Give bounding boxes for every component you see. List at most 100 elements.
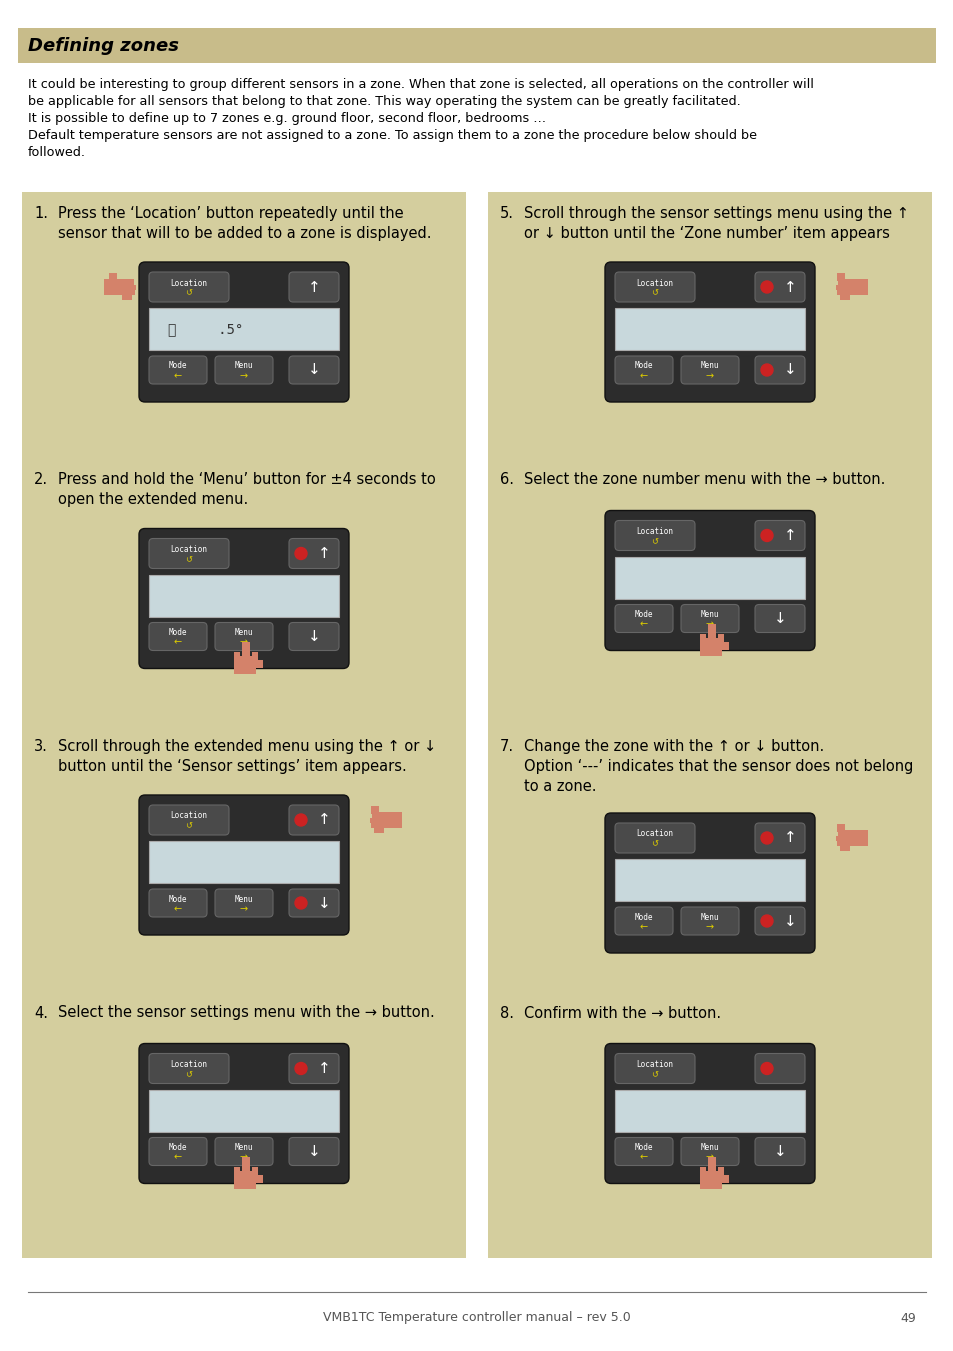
Text: Mode: Mode bbox=[634, 1143, 653, 1152]
Text: ←: ← bbox=[173, 904, 182, 915]
Text: ↑: ↑ bbox=[317, 812, 330, 828]
Bar bbox=[835, 285, 849, 290]
FancyBboxPatch shape bbox=[149, 889, 207, 917]
Text: It could be interesting to group different sensors in a zone. When that zone is : It could be interesting to group differe… bbox=[28, 78, 813, 91]
Text: →: → bbox=[240, 638, 248, 647]
FancyBboxPatch shape bbox=[754, 520, 804, 550]
FancyBboxPatch shape bbox=[214, 1138, 273, 1166]
FancyBboxPatch shape bbox=[615, 907, 672, 935]
Bar bbox=[615, 859, 804, 901]
Bar bbox=[371, 823, 384, 828]
Text: Menu: Menu bbox=[700, 912, 719, 921]
FancyBboxPatch shape bbox=[615, 520, 695, 550]
Text: Mode: Mode bbox=[634, 912, 653, 921]
Bar bbox=[252, 1166, 257, 1177]
Bar bbox=[122, 295, 132, 300]
Text: Location: Location bbox=[636, 1061, 673, 1069]
Bar bbox=[836, 290, 849, 295]
Text: Confirm with the → button.: Confirm with the → button. bbox=[523, 1005, 720, 1020]
Text: ↑: ↑ bbox=[317, 546, 330, 561]
Text: ↺: ↺ bbox=[651, 536, 658, 546]
FancyBboxPatch shape bbox=[604, 1043, 814, 1183]
Text: ↺: ↺ bbox=[185, 555, 193, 563]
Circle shape bbox=[760, 832, 772, 844]
FancyBboxPatch shape bbox=[149, 805, 229, 835]
FancyBboxPatch shape bbox=[615, 357, 672, 384]
FancyBboxPatch shape bbox=[289, 1054, 338, 1084]
FancyBboxPatch shape bbox=[754, 357, 804, 384]
Text: Default temperature sensors are not assigned to a zone. To assign them to a zone: Default temperature sensors are not assi… bbox=[28, 128, 757, 142]
Text: 7.: 7. bbox=[499, 739, 514, 754]
Bar bbox=[836, 273, 844, 281]
Text: ↑: ↑ bbox=[317, 1061, 330, 1075]
Text: ↑: ↑ bbox=[782, 280, 796, 295]
Bar bbox=[254, 1174, 263, 1182]
Text: Menu: Menu bbox=[700, 362, 719, 370]
FancyBboxPatch shape bbox=[615, 272, 695, 303]
Text: Mode: Mode bbox=[169, 628, 187, 638]
Bar bbox=[233, 651, 240, 662]
FancyBboxPatch shape bbox=[615, 1138, 672, 1166]
Text: Location: Location bbox=[171, 544, 208, 554]
Text: ←: ← bbox=[173, 1152, 182, 1162]
Bar bbox=[18, 28, 935, 63]
FancyBboxPatch shape bbox=[754, 907, 804, 935]
Text: ↺: ↺ bbox=[185, 1070, 193, 1079]
Text: followed.: followed. bbox=[28, 146, 86, 159]
Text: Location: Location bbox=[636, 830, 673, 839]
Text: Menu: Menu bbox=[234, 628, 253, 638]
Bar bbox=[835, 836, 849, 842]
FancyBboxPatch shape bbox=[214, 357, 273, 384]
FancyBboxPatch shape bbox=[149, 623, 207, 650]
FancyBboxPatch shape bbox=[139, 1043, 349, 1183]
Bar bbox=[700, 1170, 721, 1189]
Text: ←: ← bbox=[639, 1152, 647, 1162]
Bar bbox=[233, 655, 255, 674]
Text: Mode: Mode bbox=[634, 362, 653, 370]
Text: →: → bbox=[705, 372, 713, 381]
Bar bbox=[233, 1170, 255, 1189]
FancyBboxPatch shape bbox=[604, 813, 814, 952]
FancyBboxPatch shape bbox=[615, 823, 695, 852]
Bar bbox=[849, 830, 867, 846]
Bar bbox=[836, 824, 844, 832]
FancyBboxPatch shape bbox=[289, 357, 338, 384]
Text: ↓: ↓ bbox=[782, 913, 796, 928]
Circle shape bbox=[760, 915, 772, 927]
Bar bbox=[836, 842, 849, 846]
Bar bbox=[242, 1156, 250, 1173]
FancyBboxPatch shape bbox=[289, 805, 338, 835]
Bar bbox=[371, 807, 378, 815]
Circle shape bbox=[294, 815, 307, 825]
Text: →: → bbox=[705, 620, 713, 630]
FancyBboxPatch shape bbox=[149, 357, 207, 384]
Text: 49: 49 bbox=[900, 1312, 915, 1324]
Text: Menu: Menu bbox=[234, 894, 253, 904]
Text: ℃     .5°: ℃ .5° bbox=[168, 322, 243, 336]
Text: ↺: ↺ bbox=[651, 839, 658, 848]
Bar bbox=[374, 828, 384, 834]
FancyBboxPatch shape bbox=[214, 889, 273, 917]
Text: ↓: ↓ bbox=[317, 896, 330, 911]
Text: 3.: 3. bbox=[34, 739, 48, 754]
Bar bbox=[109, 273, 117, 281]
Text: ↑: ↑ bbox=[782, 528, 796, 543]
Bar bbox=[707, 1156, 716, 1173]
Bar bbox=[149, 308, 338, 350]
Text: ↓: ↓ bbox=[307, 362, 320, 377]
FancyBboxPatch shape bbox=[214, 623, 273, 650]
Text: ←: ← bbox=[173, 372, 182, 381]
Text: Press the ‘Location’ button repeatedly until the
sensor that will to be added to: Press the ‘Location’ button repeatedly u… bbox=[58, 205, 431, 240]
FancyBboxPatch shape bbox=[754, 1054, 804, 1084]
Circle shape bbox=[760, 281, 772, 293]
Bar bbox=[488, 192, 931, 1258]
Text: Change the zone with the ↑ or ↓ button.
Option ‘---’ indicates that the sensor d: Change the zone with the ↑ or ↓ button. … bbox=[523, 739, 912, 793]
Text: ↑: ↑ bbox=[782, 831, 796, 846]
Bar bbox=[700, 638, 721, 655]
FancyBboxPatch shape bbox=[604, 511, 814, 650]
Text: Location: Location bbox=[171, 812, 208, 820]
Bar bbox=[720, 642, 728, 650]
Bar bbox=[242, 642, 250, 658]
Text: Select the zone number menu with the → button.: Select the zone number menu with the → b… bbox=[523, 473, 884, 488]
Text: 6.: 6. bbox=[499, 473, 514, 488]
